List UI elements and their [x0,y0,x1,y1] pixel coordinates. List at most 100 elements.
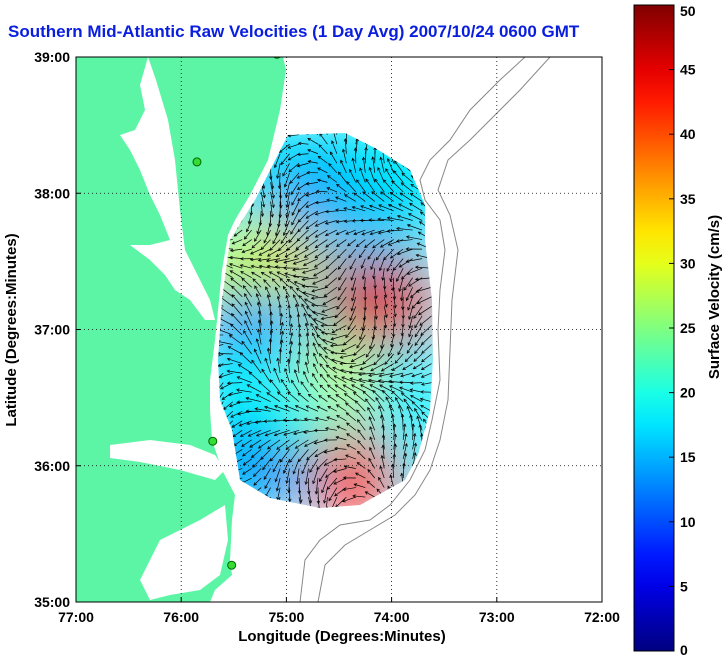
current-vector [244,302,253,317]
vector-head [318,144,322,148]
vector-head [288,498,292,503]
current-vector [421,344,432,354]
current-vector [399,258,413,268]
current-vector [344,466,356,469]
current-vector [293,294,300,307]
vector-head [392,323,397,328]
vector-head [401,315,405,319]
vector-head [305,182,310,186]
vector-head [342,476,347,480]
vector-head [365,178,369,183]
vector-head [345,412,350,416]
vector-head [378,476,382,481]
vector-head [260,213,265,217]
vector-head [339,361,343,366]
vector-head [348,254,352,259]
vector-head [415,289,420,293]
vector-head [362,191,366,195]
bathymetry-contour [299,57,526,602]
current-vector [272,278,281,288]
current-vector [308,497,313,508]
current-vector [261,369,271,383]
vector-head [355,243,360,248]
current-vector [317,487,319,504]
y-tick-label: 35:00 [34,594,70,610]
current-vector [267,294,271,307]
vector-head [329,151,334,156]
vector-head [416,415,420,420]
vector-head [377,354,381,358]
vector-head [268,338,273,342]
vector-head [353,231,357,236]
vector-head [353,352,357,356]
current-vector [382,434,385,450]
vector-head [371,156,375,160]
current-vector [297,360,300,374]
vector-head [295,287,300,292]
current-vector [292,267,309,271]
current-vector [394,353,404,364]
vector-head [349,266,353,270]
vector-head [272,240,276,245]
vector-head [398,288,402,292]
current-vector [297,162,309,167]
x-tick-label: 75:00 [268,609,304,625]
y-tick-label: 39:00 [34,49,70,65]
current-vector [407,224,423,231]
vector-head [296,237,301,242]
current-vector [351,384,366,393]
vector-head [414,342,418,346]
vector-head [369,384,374,388]
current-vector [397,344,404,355]
current-vector [232,430,243,438]
current-vector [390,192,404,202]
vector-head [405,297,409,302]
vector-head [404,442,408,447]
albemarle-sound [110,440,225,480]
vector-head [292,274,296,278]
vector-head [263,239,267,244]
current-vector [399,387,413,393]
colorbar-tick-label: 15 [680,449,696,465]
vector-head [279,278,284,282]
vector-head [369,231,374,236]
vector-head [316,178,321,183]
vector-head [374,178,378,183]
vector-head [257,328,261,333]
current-vector [265,286,271,297]
current-vector [354,483,366,488]
current-vector [248,430,262,437]
current-vector [399,192,413,202]
vector-head [276,175,280,180]
vector-head [314,234,319,238]
current-vector [296,229,309,242]
vector-head [413,442,418,447]
current-vector [377,167,385,183]
vector-head [325,275,329,279]
current-vector [358,248,366,258]
vector-head [384,361,388,365]
vector-head [404,358,409,363]
current-vector [284,272,300,279]
current-vector [274,405,290,412]
current-vector [353,229,366,235]
vector-head [406,271,411,275]
vector-head [278,348,283,352]
vector-head [334,493,338,497]
current-vector [309,458,319,473]
current-vector [344,194,357,202]
vector-head [363,307,367,311]
vector-head [246,421,250,426]
current-vector [401,267,413,280]
vector-head [229,255,233,260]
vector-head [261,368,265,373]
vector-head [411,373,415,378]
vector-head [358,378,363,382]
current-vector [326,187,338,193]
vector-head [287,489,291,494]
vector-head [278,149,283,153]
current-vector [314,258,328,268]
vector-head [361,156,366,161]
vector-head [244,293,248,297]
vector-head [298,333,302,338]
